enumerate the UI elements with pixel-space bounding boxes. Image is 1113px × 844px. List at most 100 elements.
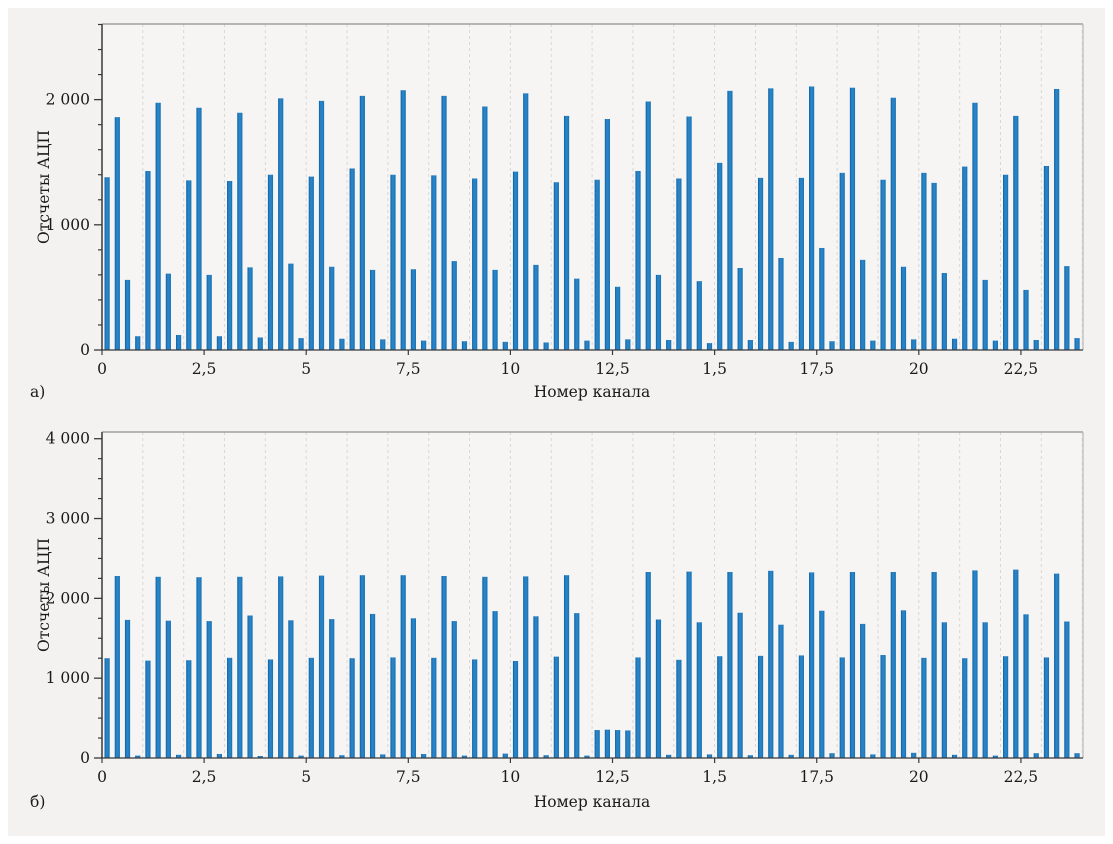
bar (155, 102, 161, 350)
bar (870, 754, 876, 758)
y-tick-label: 1 000 (46, 669, 90, 687)
bar (1043, 165, 1050, 350)
chart-b-plot: 0 1 000 2 000 3 000 4 000 0 2,5 5 7,5 10 12,5 1,5 17… (46, 430, 1084, 786)
bar (809, 572, 815, 758)
bar (727, 572, 733, 758)
bar (992, 340, 998, 350)
bar (880, 179, 886, 350)
bar (839, 657, 845, 758)
bar (706, 343, 713, 350)
bar (563, 575, 570, 758)
chart-b-corner-label: б) (30, 793, 46, 811)
bar (329, 266, 335, 350)
bar (696, 622, 702, 758)
x-tick-label: 1,5 (702, 360, 727, 378)
bar (124, 619, 131, 758)
y-tick-label: 4 000 (46, 430, 90, 448)
bar (778, 257, 784, 350)
bar (400, 575, 406, 758)
bar (880, 655, 886, 758)
bar (819, 610, 825, 758)
bar (615, 286, 621, 350)
bar (237, 112, 243, 350)
x-tick-label: 1,5 (702, 768, 727, 786)
bar (921, 657, 927, 758)
bar (574, 613, 580, 758)
bar (298, 338, 304, 350)
bar (1013, 115, 1019, 350)
bar (676, 659, 682, 758)
bar (890, 572, 896, 758)
y-tick-label: 0 (80, 749, 90, 767)
bar (135, 755, 141, 758)
bar (1003, 656, 1009, 758)
y-tick-label: 3 000 (46, 510, 90, 528)
x-tick-label: 5 (301, 360, 311, 378)
bar (849, 87, 856, 350)
bar (655, 274, 662, 350)
bar (410, 269, 417, 350)
bar (308, 657, 314, 758)
bar (584, 340, 590, 350)
bar (359, 95, 365, 350)
bar (472, 178, 478, 350)
bar (145, 170, 151, 350)
bar (666, 754, 672, 758)
bar (1043, 657, 1050, 758)
bar (992, 755, 998, 758)
bar (482, 576, 488, 758)
x-tick-label: 2,5 (192, 360, 217, 378)
bar (431, 175, 437, 350)
bar (778, 624, 784, 758)
bar (798, 655, 804, 758)
bar (533, 264, 539, 350)
bar (298, 755, 304, 758)
bar (227, 180, 233, 350)
bar (666, 339, 672, 350)
bar (553, 182, 559, 350)
bar (911, 752, 917, 758)
bar (941, 273, 947, 350)
bar (757, 177, 764, 350)
y-tick-label: 1 000 (46, 216, 90, 234)
bar (472, 659, 478, 758)
y-tick-label: 0 (80, 341, 90, 359)
bar (768, 570, 774, 758)
bar (686, 116, 692, 351)
bar (165, 620, 171, 758)
bar (747, 339, 753, 350)
bar (788, 341, 794, 350)
bar (1023, 614, 1029, 758)
bar (339, 338, 345, 350)
x-tick-label: 22,5 (1004, 360, 1039, 378)
bar (206, 621, 212, 758)
x-tick-label: 2,5 (192, 768, 217, 786)
bar (849, 572, 856, 758)
bar (104, 177, 110, 350)
bar (911, 339, 917, 350)
x-tick-label: 7,5 (396, 360, 421, 378)
bar (216, 336, 223, 350)
bar (737, 268, 743, 350)
bar (206, 274, 212, 350)
bar (1074, 338, 1080, 350)
bar (1013, 569, 1019, 758)
bar (492, 611, 498, 758)
bar (390, 657, 396, 758)
bar (788, 754, 794, 758)
bar (196, 107, 202, 350)
y-tick-label: 2 000 (46, 589, 90, 607)
bar (114, 117, 120, 350)
bar (278, 98, 284, 350)
bar (186, 180, 192, 350)
bar (267, 659, 274, 758)
x-tick-label: 7,5 (396, 768, 421, 786)
bar (982, 279, 988, 350)
bar (257, 756, 263, 758)
bar (594, 179, 600, 350)
bar (655, 619, 662, 758)
bar (216, 754, 223, 758)
bar (502, 753, 508, 758)
bar (186, 660, 192, 758)
bar (706, 754, 713, 758)
